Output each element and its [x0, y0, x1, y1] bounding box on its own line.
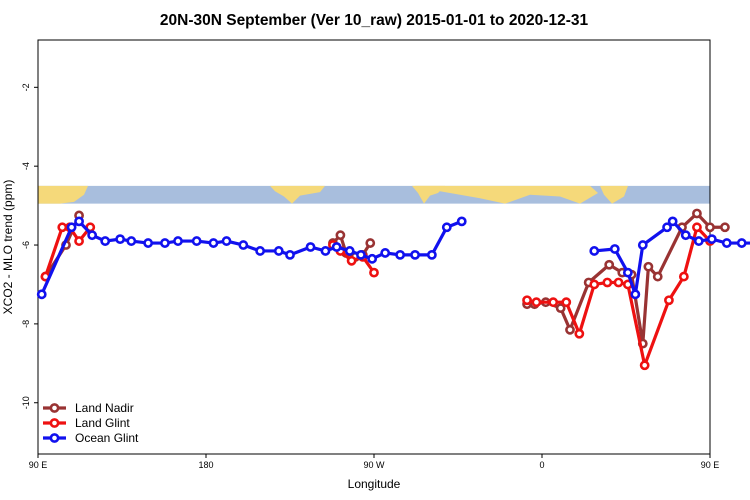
data-point: [522, 295, 532, 306]
data-point: [87, 230, 98, 241]
data-point: [604, 259, 615, 270]
data-point: [335, 230, 346, 241]
data-point: [574, 328, 585, 339]
data-point: [630, 289, 641, 300]
data-point: [643, 261, 654, 272]
data-point: [410, 249, 420, 260]
data-point: [721, 238, 732, 248]
data-point: [706, 234, 717, 245]
data-point: [356, 249, 366, 260]
data-point: [609, 244, 620, 254]
data-point: [692, 222, 702, 233]
data-point: [320, 246, 331, 256]
x-tick-label: 90 E: [29, 460, 48, 470]
data-point: [589, 279, 600, 290]
x-axis-label: Longitude: [348, 477, 401, 491]
data-point: [652, 271, 663, 282]
plot-frame: [37, 39, 711, 455]
data-point: [238, 240, 249, 250]
data-point: [285, 249, 295, 260]
legend-label: Land Glint: [75, 416, 130, 430]
data-point: [395, 249, 406, 260]
data-point: [367, 253, 378, 264]
data-point: [115, 234, 126, 245]
data-point: [622, 267, 633, 278]
data-point: [548, 297, 559, 308]
data-point: [613, 277, 624, 288]
y-tick-label: -8: [21, 320, 31, 328]
data-point: [692, 208, 702, 219]
y-tick-label: -2: [21, 83, 31, 91]
data-point: [160, 238, 170, 248]
data-point: [36, 289, 47, 300]
x-tick-label: 90 W: [363, 460, 385, 470]
data-point: [346, 255, 357, 266]
map-land: [600, 185, 628, 204]
series-layer: [36, 208, 750, 371]
data-point: [273, 246, 284, 256]
series-land-nadir: [40, 208, 730, 349]
data-point: [680, 230, 691, 241]
data-point: [456, 216, 467, 227]
data-point: [66, 222, 77, 233]
data-point: [678, 271, 689, 282]
map-land: [38, 185, 88, 204]
data-point: [74, 236, 84, 246]
data-point: [555, 303, 566, 314]
legend-swatch-marker: [49, 403, 60, 413]
data-point: [602, 277, 613, 288]
legend-label: Ocean Glint: [75, 431, 139, 445]
data-point: [637, 240, 648, 250]
data-point: [57, 222, 68, 233]
data-point: [255, 246, 266, 256]
y-axis: -2 -4 -6 -8 -10: [21, 83, 38, 409]
data-point: [720, 222, 730, 233]
chart-title: 20N-30N September (Ver 10_raw) 2015-01-0…: [160, 12, 589, 29]
data-point: [561, 297, 572, 308]
data-point: [705, 222, 715, 233]
data-point: [664, 295, 674, 306]
data-point: [221, 236, 232, 246]
data-point: [143, 238, 154, 248]
world-map-strip: [38, 185, 710, 204]
y-axis-label: XCO2 - MLO trend (ppm): [1, 180, 15, 315]
data-point: [173, 236, 183, 246]
x-tick-label: 90 E: [701, 460, 720, 470]
y-tick-label: -4: [21, 162, 31, 170]
map-land: [415, 185, 598, 204]
y-tick-label: -6: [21, 241, 31, 249]
data-point: [344, 246, 355, 256]
legend-swatch-marker: [49, 418, 60, 428]
map-land: [270, 185, 325, 204]
data-point: [126, 236, 137, 246]
data-point: [667, 216, 678, 227]
data-point: [365, 238, 376, 248]
y-tick-label: -10: [21, 396, 31, 409]
data-point: [74, 216, 84, 227]
data-point: [531, 297, 542, 308]
data-point: [426, 249, 437, 260]
data-point: [736, 238, 747, 248]
data-point: [380, 248, 391, 258]
data-point: [639, 360, 650, 371]
data-point: [565, 324, 575, 335]
x-tick-label: 0: [539, 460, 544, 470]
data-point: [589, 246, 600, 256]
data-point: [331, 242, 342, 252]
x-tick-label: 180: [198, 460, 213, 470]
legend-swatch-marker: [49, 433, 60, 443]
data-point: [100, 236, 111, 246]
data-point: [208, 238, 219, 248]
legend-label: Land Nadir: [75, 401, 134, 415]
data-point: [305, 242, 316, 252]
data-point: [441, 222, 452, 233]
series-ocean-glint: [36, 216, 750, 300]
data-point: [662, 222, 672, 233]
data-point: [369, 267, 379, 278]
data-point: [191, 236, 202, 246]
data-point: [693, 236, 704, 246]
